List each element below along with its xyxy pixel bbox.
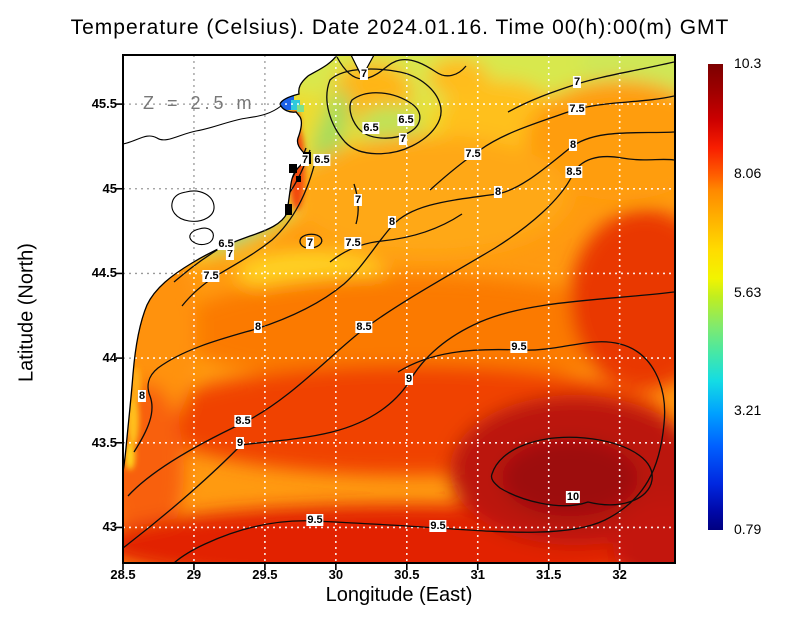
contour-lines [123,56,675,563]
colorbar [708,64,723,530]
contour-label: 6.5 [313,154,331,166]
contour-label: 7 [398,133,408,145]
contour-label: 6.5 [362,122,380,134]
contour-label: 7.5 [202,270,220,282]
contour-label: 8 [493,186,503,198]
y-tick-label: 44.5 [91,265,117,281]
colorbar-tick-label: 5.63 [734,283,762,300]
x-axis-label: Longitude (East) [325,584,473,606]
contour-label: 7 [359,68,369,80]
x-tick-label: 31 [470,567,485,582]
x-tick-label: 30.5 [394,567,420,582]
contour-label: 8 [387,216,397,228]
contour-label: 9 [235,437,245,449]
contour-label: 6.5 [217,238,235,250]
x-tick-label: 31.5 [536,567,562,582]
x-tick-label: 32 [612,567,627,582]
axis-ticks [116,103,621,570]
plot-border [122,54,676,564]
colorbar-tick-label: 8.06 [734,164,762,181]
contour-label: 6.5 [397,114,415,126]
contour-label: 7.5 [464,148,482,160]
y-tick-label: 45.5 [91,96,117,112]
x-tick-label: 29 [186,567,202,582]
y-tick-label: 45 [102,180,117,196]
contour-label: 8.5 [355,321,373,333]
y-axis-label: Latitude (North) [15,243,38,382]
depth-annotation: Z = 2.5 m [143,93,256,113]
contour-label: 7 [225,248,235,260]
contour-label: 9.5 [306,514,324,526]
y-tick-label: 44 [102,350,117,366]
contour-label: 8 [137,390,147,402]
contour-label: 9.5 [429,520,447,532]
x-tick-label: 28.5 [110,567,136,582]
contour-label: 9 [404,373,414,385]
contour-label: 7.5 [568,103,586,115]
x-tick-label: 30 [328,567,344,582]
contour-label: 7 [300,154,310,166]
chart-title: Temperature (Celsius). Date 2024.01.16. … [70,16,730,39]
contour-label: 7 [305,237,315,249]
contour-label: 9.5 [510,341,528,353]
contour-label: 8 [568,139,578,151]
x-tick-label: 29.5 [252,567,278,582]
colorbar-tick-label: 3.21 [734,402,762,419]
contour-label: 7 [572,76,582,88]
contour-label: 10 [565,491,581,503]
contour-label: 7 [353,194,363,206]
lagoon-outlines [122,105,282,246]
contour-label: 7.5 [344,237,362,249]
contour-label: 8.5 [234,415,252,427]
contour-label: 8 [253,321,263,333]
contour-label: 8.5 [565,166,583,178]
colorbar-tick-label: 0.79 [734,521,762,537]
y-tick-label: 43 [102,519,117,535]
colorbar-tick-label: 10.3 [734,55,762,71]
y-tick-label: 43.5 [91,434,117,450]
